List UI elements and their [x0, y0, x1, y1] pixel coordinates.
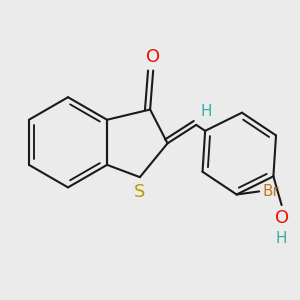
Text: Br: Br	[262, 184, 279, 199]
Text: H: H	[276, 231, 287, 246]
Text: S: S	[134, 183, 146, 201]
Text: H: H	[200, 104, 212, 119]
Text: O: O	[274, 209, 289, 227]
Text: O: O	[146, 49, 160, 67]
